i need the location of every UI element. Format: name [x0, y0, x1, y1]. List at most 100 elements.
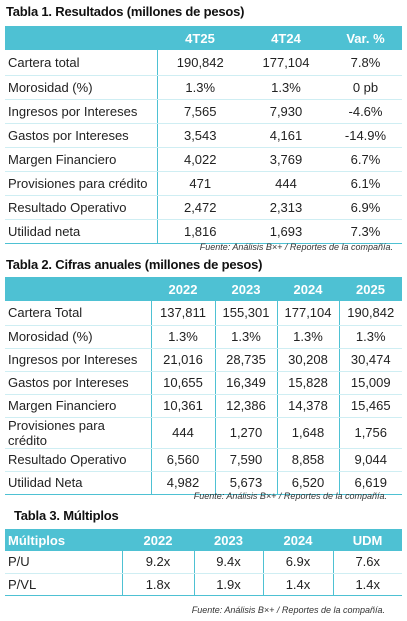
cell: 12,386	[214, 394, 277, 418]
cell: 4,022	[156, 147, 243, 172]
cell: 1.3%	[156, 75, 243, 100]
cell: 10,361	[150, 394, 215, 418]
table-row: Cartera total 190,842 177,104 7.8%	[5, 50, 402, 76]
table2-header-row: 2022 2023 2024 2025	[5, 277, 402, 301]
cell: 1.9x	[193, 573, 263, 596]
table-row: Gastos por Intereses 3,543 4,161 -14.9%	[5, 123, 402, 148]
row-label: Ingresos por Intereses	[5, 348, 151, 372]
table3-title: Tabla 3. Múltiplos	[14, 508, 119, 523]
cell: 14,378	[276, 394, 339, 418]
table1-header-row: 4T25 4T24 Var. %	[5, 26, 402, 50]
table1-header-var: Var. %	[329, 26, 402, 50]
table3-header-udm: UDM	[333, 529, 402, 551]
table2-header-label	[5, 277, 151, 301]
cell: 1.3%	[214, 325, 277, 349]
row-label: Cartera total	[5, 50, 157, 76]
cell: 5,673	[214, 471, 277, 495]
table3-header-2023: 2023	[194, 529, 263, 551]
table-row: Utilidad neta 1,816 1,693 7.3%	[5, 219, 402, 244]
row-label: Utilidad neta	[5, 219, 157, 244]
cell: 3,543	[156, 123, 243, 148]
cell: 7,930	[243, 99, 329, 124]
cell: 30,208	[276, 348, 339, 372]
table-row: P/VL 1.8x 1.9x 1.4x 1.4x	[5, 573, 402, 596]
table-row: Ingresos por Intereses 7,565 7,930 -4.6%	[5, 99, 402, 124]
cell: 1,648	[276, 417, 339, 449]
cell: 1.3%	[276, 325, 339, 349]
cell: 7,565	[156, 99, 243, 124]
cell: 6.7%	[329, 147, 402, 172]
table-row: Gastos por Intereses 10,655 16,349 15,828 15…	[5, 371, 402, 395]
cell: 471	[156, 171, 243, 196]
table-row: P/U 9.2x 9.4x 6.9x 7.6x	[5, 551, 402, 574]
cell: 0 pb	[329, 75, 402, 100]
cell: 1.8x	[121, 573, 194, 596]
table-row: Utilidad Neta 4,982 5,673 6,520 6,619	[5, 471, 402, 495]
cell: -14.9%	[329, 123, 402, 148]
cell: 1.4x	[262, 573, 333, 596]
cell: 7.6x	[332, 551, 402, 574]
cell: -4.6%	[329, 99, 402, 124]
cell: 6,560	[150, 448, 215, 472]
cell: 1.3%	[150, 325, 215, 349]
table-row: Provisiones para crédito 471 444 6.1%	[5, 171, 402, 196]
cell: 7.3%	[329, 219, 402, 244]
table-row: Resultado Operativo 6,560 7,590 8,858 9,044	[5, 448, 402, 472]
table-row: Morosidad (%) 1.3% 1.3% 1.3% 1.3%	[5, 325, 402, 349]
table1-title: Tabla 1. Resultados (millones de pesos)	[6, 4, 245, 19]
cell: 155,301	[214, 301, 277, 326]
cell: 177,104	[276, 301, 339, 326]
cell: 15,009	[338, 371, 402, 395]
cell: 137,811	[150, 301, 215, 326]
cell: 7,590	[214, 448, 277, 472]
cell: 9.4x	[193, 551, 263, 574]
table2-header-2024: 2024	[277, 277, 339, 301]
cell: 1.3%	[338, 325, 402, 349]
row-label: Ingresos por Intereses	[5, 99, 157, 124]
table3-header-2022: 2022	[122, 529, 194, 551]
table2-header-2025: 2025	[339, 277, 402, 301]
table1-header-label	[5, 26, 157, 50]
cell: 177,104	[243, 50, 329, 76]
row-label: Morosidad (%)	[5, 75, 157, 100]
table2-source: Fuente: Análisis B×+ / Reportes de la co…	[193, 491, 387, 501]
table3-source: Fuente: Análisis B×+ / Reportes de la co…	[191, 605, 385, 615]
table-row: Margen Financiero 4,022 3,769 6.7%	[5, 147, 402, 172]
row-label: Gastos por Intereses	[5, 123, 157, 148]
cell: 9.2x	[121, 551, 194, 574]
table3-header-2024: 2024	[263, 529, 333, 551]
cell: 444	[150, 417, 215, 449]
row-label: Provisiones para crédito	[5, 171, 157, 196]
cell: 1,270	[214, 417, 277, 449]
cell: 6.9x	[262, 551, 333, 574]
cell: 1,756	[338, 417, 402, 449]
cell: 4,982	[150, 471, 215, 495]
table2-header-2023: 2023	[215, 277, 277, 301]
row-label: Resultado Operativo	[5, 195, 157, 220]
table-row: Morosidad (%) 1.3% 1.3% 0 pb	[5, 75, 402, 100]
cell: 1,693	[243, 219, 329, 244]
cell: 15,465	[338, 394, 402, 418]
cell: 6.1%	[329, 171, 402, 196]
cell: 8,858	[276, 448, 339, 472]
cell: 10,655	[150, 371, 215, 395]
cell: 1.4x	[332, 573, 402, 596]
cell: 6,520	[276, 471, 339, 495]
row-label: Cartera Total	[5, 301, 151, 326]
table1-source: Fuente: Análisis B×+ / Reportes de la co…	[199, 242, 393, 252]
table-row: Margen Financiero 10,361 12,386 14,378 15,46…	[5, 394, 402, 418]
cell: 30,474	[338, 348, 402, 372]
row-label: Utilidad Neta	[5, 471, 151, 495]
cell: 16,349	[214, 371, 277, 395]
table3-header-label: Múltiplos	[5, 529, 122, 551]
row-label: Margen Financiero	[5, 147, 157, 172]
row-label: Gastos por Intereses	[5, 371, 151, 395]
row-label: P/VL	[5, 573, 122, 596]
table3-header-row: Múltiplos 2022 2023 2024 UDM	[5, 529, 402, 551]
cell: 28,735	[214, 348, 277, 372]
table2-title: Tabla 2. Cifras anuales (millones de pes…	[6, 257, 263, 272]
cell: 444	[243, 171, 329, 196]
cell: 1,816	[156, 219, 243, 244]
table3: Múltiplos 2022 2023 2024 UDM P/U 9.2x 9.4x…	[5, 529, 402, 596]
table1-header-4t25: 4T25	[157, 26, 243, 50]
